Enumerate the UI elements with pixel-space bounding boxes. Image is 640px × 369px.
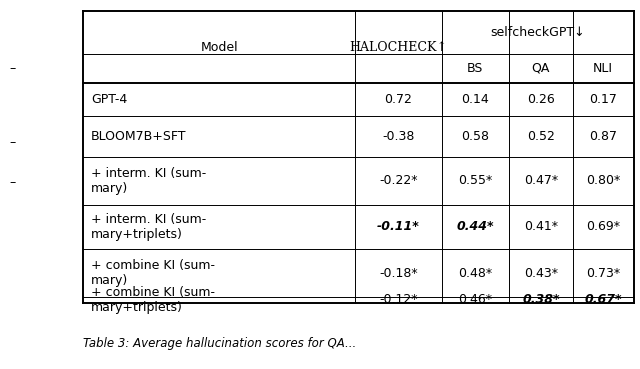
Text: -0.38: -0.38: [382, 130, 415, 143]
Text: –: –: [10, 135, 16, 149]
Text: 0.43*: 0.43*: [524, 266, 558, 280]
Text: 0.52: 0.52: [527, 130, 555, 143]
Text: 0.69*: 0.69*: [586, 220, 620, 234]
Text: QA: QA: [532, 62, 550, 75]
Text: 0.41*: 0.41*: [524, 220, 558, 234]
Text: + combine KI (sum-
mary): + combine KI (sum- mary): [91, 259, 215, 287]
Text: Table 3: Average hallucination scores for QA...: Table 3: Average hallucination scores fo…: [83, 337, 356, 350]
Text: -0.22*: -0.22*: [379, 174, 418, 187]
Text: 0.44*: 0.44*: [456, 220, 494, 234]
Text: HALOCHECK↑: HALOCHECK↑: [349, 41, 447, 54]
Text: -0.18*: -0.18*: [379, 266, 418, 280]
Text: 0.55*: 0.55*: [458, 174, 492, 187]
Text: + combine KI (sum-
mary+triplets): + combine KI (sum- mary+triplets): [91, 286, 215, 314]
Text: 0.26: 0.26: [527, 93, 555, 106]
Text: 0.80*: 0.80*: [586, 174, 620, 187]
Text: NLI: NLI: [593, 62, 613, 75]
Text: + interm. KI (sum-
mary+triplets): + interm. KI (sum- mary+triplets): [91, 213, 206, 241]
Text: 0.73*: 0.73*: [586, 266, 620, 280]
Text: 0.46*: 0.46*: [458, 293, 492, 306]
Text: 0.72: 0.72: [385, 93, 412, 106]
Text: 0.58: 0.58: [461, 130, 489, 143]
Text: –: –: [10, 62, 16, 75]
Text: 0.47*: 0.47*: [524, 174, 558, 187]
Text: –: –: [10, 176, 16, 189]
Text: -0.11*: -0.11*: [377, 220, 420, 234]
Text: 0.17: 0.17: [589, 93, 617, 106]
Text: BS: BS: [467, 62, 483, 75]
Text: GPT-4: GPT-4: [91, 93, 127, 106]
Text: selfcheckGPT↓: selfcheckGPT↓: [490, 26, 585, 39]
Text: 0.14: 0.14: [461, 93, 489, 106]
Text: 0.67*: 0.67*: [584, 293, 622, 306]
Text: Model: Model: [200, 41, 238, 54]
Text: 0.38*: 0.38*: [522, 293, 559, 306]
Text: BLOOM7B+SFT: BLOOM7B+SFT: [91, 130, 186, 143]
Text: 0.87: 0.87: [589, 130, 617, 143]
Text: -0.12*: -0.12*: [379, 293, 418, 306]
Text: + interm. KI (sum-
mary): + interm. KI (sum- mary): [91, 167, 206, 195]
Text: 0.48*: 0.48*: [458, 266, 492, 280]
